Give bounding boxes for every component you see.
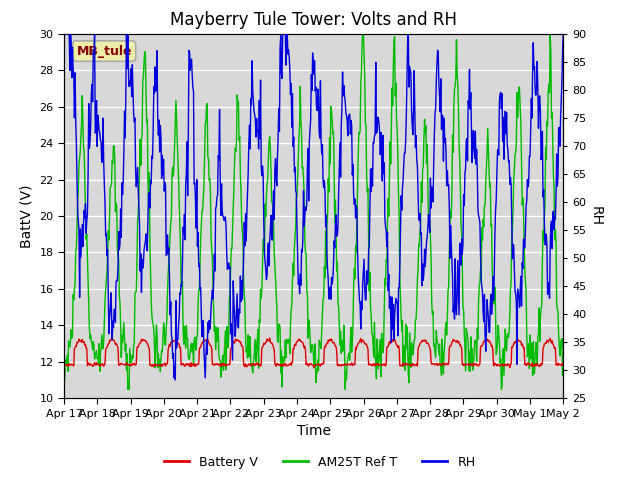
Title: Mayberry Tule Tower: Volts and RH: Mayberry Tule Tower: Volts and RH xyxy=(170,11,457,29)
Legend: Battery V, AM25T Ref T, RH: Battery V, AM25T Ref T, RH xyxy=(159,451,481,474)
Text: MB_tule: MB_tule xyxy=(77,45,132,58)
Y-axis label: RH: RH xyxy=(589,206,603,226)
Y-axis label: BattV (V): BattV (V) xyxy=(20,184,34,248)
X-axis label: Time: Time xyxy=(296,424,331,438)
